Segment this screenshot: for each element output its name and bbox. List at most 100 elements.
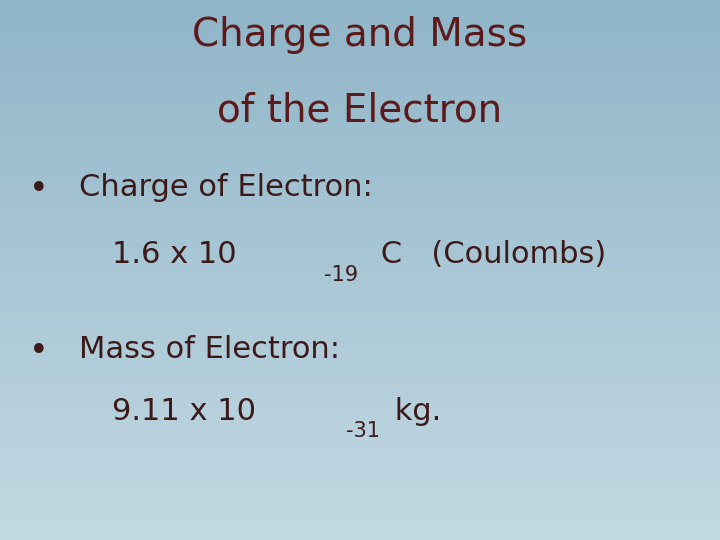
Bar	[0, 153, 720, 155]
Bar	[0, 356, 720, 358]
Bar	[0, 454, 720, 455]
Bar	[0, 12, 720, 15]
Text: Mass of Electron:: Mass of Electron:	[79, 335, 340, 364]
Bar	[0, 18, 720, 20]
Bar	[0, 25, 720, 27]
Bar	[0, 423, 720, 425]
Bar	[0, 304, 720, 306]
Bar	[0, 333, 720, 335]
Bar	[0, 29, 720, 31]
Bar	[0, 248, 720, 250]
Bar	[0, 255, 720, 258]
Bar	[0, 351, 720, 353]
Bar	[0, 49, 720, 50]
Bar	[0, 263, 720, 265]
Bar	[0, 112, 720, 113]
Text: Charge and Mass: Charge and Mass	[192, 16, 528, 54]
Bar	[0, 380, 720, 382]
Bar	[0, 234, 720, 236]
Bar	[0, 266, 720, 268]
Bar	[0, 201, 720, 204]
Bar	[0, 158, 720, 160]
Bar	[0, 135, 720, 137]
Bar	[0, 346, 720, 347]
Bar	[0, 198, 720, 200]
Bar	[0, 324, 720, 326]
Bar	[0, 97, 720, 99]
Bar	[0, 258, 720, 259]
Bar	[0, 223, 720, 225]
Bar	[0, 115, 720, 117]
Bar	[0, 70, 720, 72]
Bar	[0, 120, 720, 123]
Bar	[0, 522, 720, 524]
Bar	[0, 420, 720, 421]
Bar	[0, 69, 720, 70]
Bar	[0, 108, 720, 110]
Bar	[0, 106, 720, 108]
Bar	[0, 501, 720, 502]
Bar	[0, 461, 720, 463]
Bar	[0, 140, 720, 142]
Bar	[0, 466, 720, 468]
Bar	[0, 344, 720, 346]
Bar	[0, 157, 720, 158]
Bar	[0, 502, 720, 504]
Bar	[0, 288, 720, 290]
Bar	[0, 347, 720, 349]
Bar	[0, 193, 720, 194]
Bar	[0, 447, 720, 448]
Bar	[0, 231, 720, 232]
Bar	[0, 297, 720, 299]
Bar	[0, 63, 720, 65]
Text: C   (Coulombs): C (Coulombs)	[371, 240, 606, 269]
Bar	[0, 409, 720, 410]
Bar	[0, 189, 720, 191]
Text: •: •	[29, 335, 48, 368]
Bar	[0, 261, 720, 263]
Bar	[0, 274, 720, 275]
Bar	[0, 331, 720, 333]
Bar	[0, 376, 720, 378]
Bar	[0, 428, 720, 430]
Bar	[0, 493, 720, 495]
Bar	[0, 497, 720, 498]
Bar	[0, 38, 720, 39]
Bar	[0, 528, 720, 529]
Bar	[0, 177, 720, 178]
Bar	[0, 455, 720, 457]
Bar	[0, 400, 720, 401]
Bar	[0, 393, 720, 394]
Bar	[0, 221, 720, 223]
Bar	[0, 432, 720, 434]
Bar	[0, 128, 720, 130]
Bar	[0, 113, 720, 115]
Bar	[0, 187, 720, 189]
Bar	[0, 245, 720, 247]
Text: 1.6 x 10: 1.6 x 10	[112, 240, 236, 269]
Bar	[0, 308, 720, 309]
Bar	[0, 317, 720, 319]
Bar	[0, 518, 720, 520]
Bar	[0, 482, 720, 484]
Bar	[0, 367, 720, 369]
Bar	[0, 101, 720, 103]
Bar	[0, 220, 720, 221]
Bar	[0, 387, 720, 389]
Bar	[0, 491, 720, 493]
Bar	[0, 90, 720, 92]
Bar	[0, 353, 720, 355]
Bar	[0, 373, 720, 374]
Bar	[0, 232, 720, 234]
Bar	[0, 228, 720, 231]
Bar	[0, 475, 720, 477]
Bar	[0, 536, 720, 538]
Bar	[0, 218, 720, 220]
Bar	[0, 96, 720, 97]
Bar	[0, 427, 720, 428]
Bar	[0, 207, 720, 209]
Bar	[0, 486, 720, 488]
Bar	[0, 0, 720, 2]
Bar	[0, 525, 720, 528]
Bar	[0, 81, 720, 83]
